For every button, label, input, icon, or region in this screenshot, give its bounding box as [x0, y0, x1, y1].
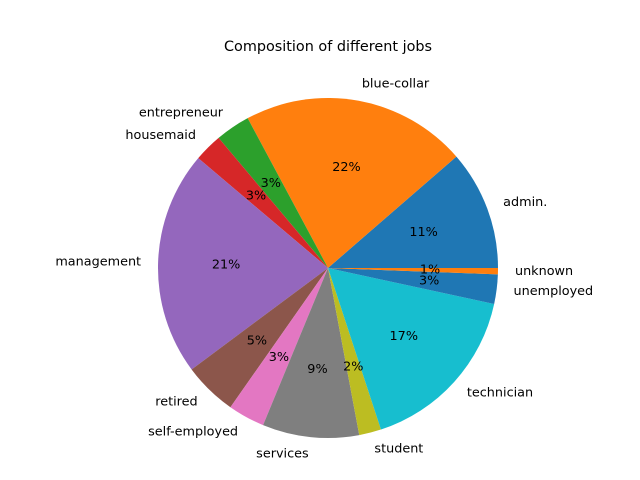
slice-label-student: student — [374, 442, 423, 457]
percent-label-retired: 5% — [247, 334, 267, 349]
percent-label-housemaid: 3% — [246, 188, 266, 203]
pie-slice-services — [263, 268, 360, 438]
pie-slice-blue-collar — [247, 98, 457, 268]
chart-title: Composition of different jobs — [224, 39, 432, 55]
slice-labels: admin. blue-collar entrepreneur housemaid ma… — [55, 77, 593, 462]
pie-slices — [158, 98, 499, 438]
percent-label-technician: 17% — [390, 329, 418, 344]
percent-label-student: 2% — [343, 359, 363, 374]
percent-label-services: 9% — [307, 362, 327, 377]
percent-label-management: 21% — [212, 257, 240, 272]
slice-label-housemaid: housemaid — [125, 128, 196, 143]
slice-label-retired: retired — [155, 395, 197, 410]
pie-slice-student — [328, 268, 381, 436]
slice-label-services: services — [256, 446, 309, 461]
pie-slice-management — [158, 158, 328, 370]
slice-label-self-employed: self-employed — [148, 424, 238, 439]
percent-label-unemployed: 3% — [419, 273, 439, 288]
pie-slice-retired — [191, 268, 328, 408]
pie-slice-unknown — [328, 268, 499, 275]
percent-label-admin: 11% — [409, 225, 437, 240]
slice-label-unemployed: unemployed — [514, 284, 594, 299]
slice-label-admin: admin. — [503, 195, 547, 210]
pie-slice-entrepreneur — [218, 118, 328, 269]
pie-slice-self-employed — [230, 268, 328, 426]
slice-label-unknown: unknown — [515, 264, 573, 279]
percent-label-blue-collar: 22% — [332, 160, 360, 175]
slice-label-entrepreneur: entrepreneur — [139, 106, 224, 121]
percent-label-self-employed: 3% — [269, 350, 289, 365]
slice-label-blue-collar: blue-collar — [362, 77, 430, 92]
percent-labels: 11%22%3%3%21%5%3%9% 2%17%3%1% — [212, 160, 440, 377]
slice-label-management: management — [55, 255, 141, 270]
pie-slice-admin — [328, 156, 498, 268]
percent-label-unknown: 1% — [420, 262, 440, 277]
percent-label-entrepreneur: 3% — [261, 176, 281, 191]
pie-slice-unemployed — [328, 268, 498, 304]
pie-slice-technician — [328, 268, 495, 430]
pie-slice-housemaid — [198, 137, 328, 268]
slice-label-technician: technician — [467, 386, 533, 401]
